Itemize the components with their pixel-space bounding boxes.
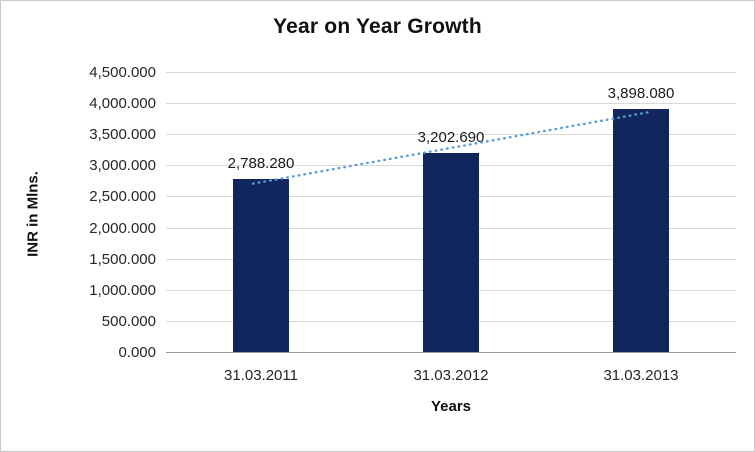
gridline [166,72,736,73]
y-tick-label: 4,000.000 [89,95,156,113]
bar [423,152,479,352]
y-tick-label: 3,000.000 [89,157,156,175]
bar [613,109,669,352]
y-tick-label: 500.000 [101,312,156,330]
plot-area: 2,788.280 3,202.690 3,898.080 [166,72,736,353]
y-tick-label: 0.000 [118,344,156,361]
y-tick-label: 2,500.000 [89,188,156,206]
y-tick-label: 3,500.000 [89,126,156,144]
bar-value-label: 2,788.280 [227,154,295,172]
x-tick-label: 31.03.2012 [413,367,489,384]
x-tick-label: 31.03.2013 [603,367,679,384]
y-tick-label: 1,000.000 [89,281,156,299]
bar [233,178,289,352]
x-tick-label: 31.03.2011 [224,367,298,384]
x-axis-title: Years [430,398,472,415]
y-tick-label: 2,000.000 [89,219,156,237]
bar-value-label: 3,898.080 [607,85,675,103]
chart-title: Year on Year Growth [273,15,482,38]
y-axis-title: INR in Mlns. [24,171,42,257]
y-tick-label: 4,500.000 [89,64,156,81]
gridline [166,103,736,105]
bar-value-label: 3,202.690 [417,128,485,146]
y-tick-label: 1,500.000 [89,250,156,268]
